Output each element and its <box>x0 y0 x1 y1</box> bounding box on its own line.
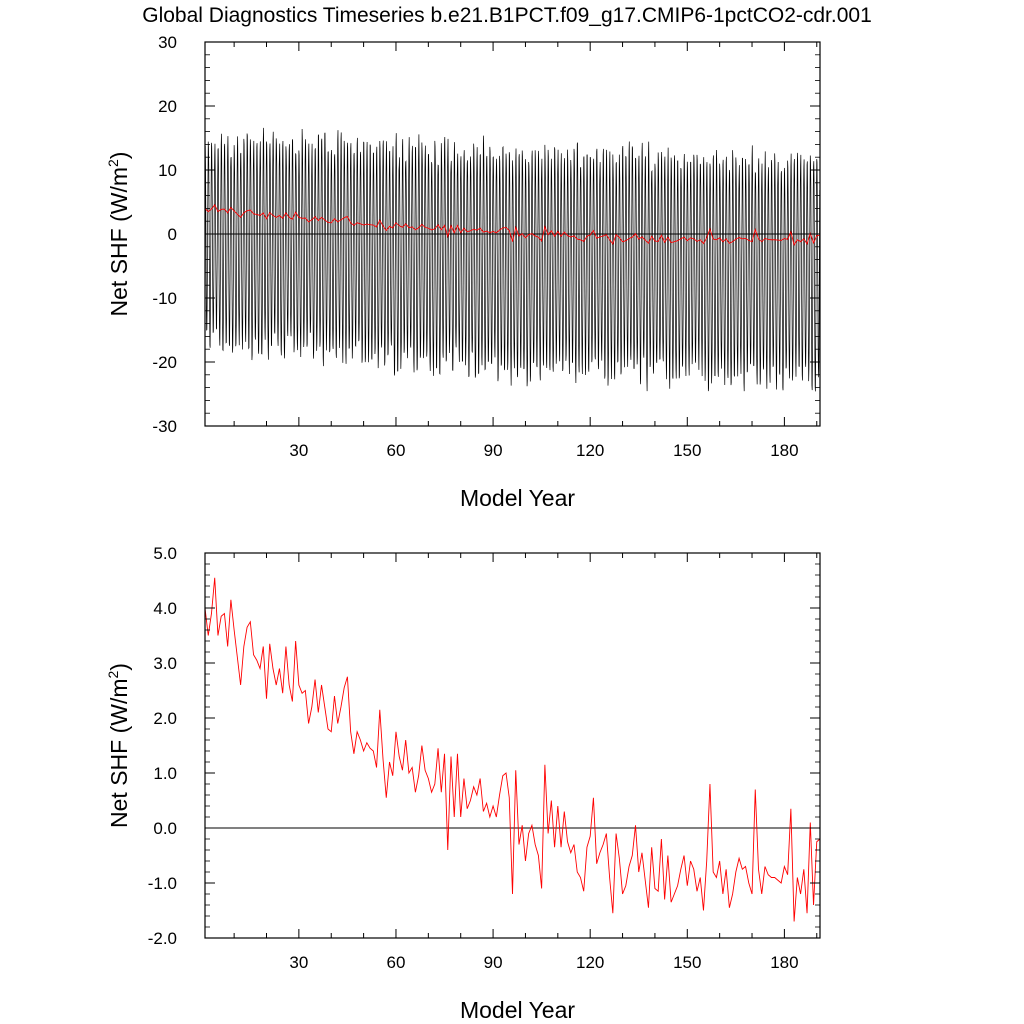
x-tick-label: 120 <box>576 953 604 972</box>
bottom-y-axis-label: Net SHF (W/m2) <box>105 663 132 828</box>
chart-title: Global Diagnostics Timeseries b.e21.B1PC… <box>142 4 872 27</box>
top-plot-area <box>204 127 821 392</box>
y-tick-label: 10 <box>158 161 177 180</box>
y-tick-label: -20 <box>152 353 177 372</box>
top-axis-ticks: 30 60 90 120 150 180 -30 -20 -10 0 10 20 30 <box>152 33 820 460</box>
x-tick-label: 90 <box>484 953 503 972</box>
bottom-panel: 30 60 90 120 150 180 -2.0 -1.0 0.0 1.0 2.0 3.0 4.0 5.… <box>105 544 821 1023</box>
annual-mean-series-line <box>204 204 821 247</box>
top-panel: 30 60 90 120 150 180 -30 -20 -10 0 10 20 30 Model Ye… <box>105 33 821 511</box>
y-tick-label: 2.0 <box>153 709 177 728</box>
y-tick-label: 0.0 <box>153 819 177 838</box>
x-tick-label: 180 <box>770 441 798 460</box>
x-tick-label: 60 <box>387 441 406 460</box>
x-tick-label: 30 <box>289 953 308 972</box>
x-tick-label: 60 <box>387 953 406 972</box>
y-tick-label: 5.0 <box>153 544 177 563</box>
annual-mean-series-line <box>204 577 821 922</box>
y-tick-label: 20 <box>158 97 177 116</box>
top-y-axis-label: Net SHF (W/m2) <box>105 152 132 317</box>
y-tick-label: 0 <box>168 225 177 244</box>
top-x-axis-label: Model Year <box>460 485 575 511</box>
y-tick-label: 30 <box>158 33 177 52</box>
x-tick-label: 30 <box>289 441 308 460</box>
y-tick-label: 1.0 <box>153 764 177 783</box>
x-tick-label: 180 <box>770 953 798 972</box>
x-tick-label: 150 <box>673 953 701 972</box>
bottom-plot-frame <box>204 552 821 939</box>
y-tick-label: -2.0 <box>148 929 177 948</box>
x-tick-label: 150 <box>673 441 701 460</box>
y-tick-label: 3.0 <box>153 654 177 673</box>
monthly-series-line <box>204 127 821 392</box>
x-tick-label: 120 <box>576 441 604 460</box>
y-tick-label: -30 <box>152 417 177 436</box>
y-tick-label: -10 <box>152 289 177 308</box>
bottom-axis-ticks: 30 60 90 120 150 180 -2.0 -1.0 0.0 1.0 2.0 3.0 4.0 5.… <box>148 544 820 972</box>
x-tick-label: 90 <box>484 441 503 460</box>
bottom-x-axis-label: Model Year <box>460 997 575 1023</box>
y-tick-label: -1.0 <box>148 874 177 893</box>
y-tick-label: 4.0 <box>153 599 177 618</box>
bottom-plot-area <box>204 577 821 922</box>
